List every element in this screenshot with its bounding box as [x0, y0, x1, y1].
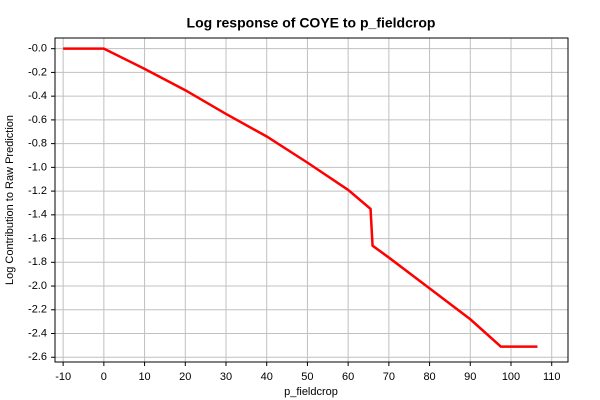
x-tick-label: 50 — [301, 371, 313, 383]
x-tick-label: 70 — [383, 371, 395, 383]
y-tick-label: -0.2 — [28, 66, 47, 78]
y-tick-label: -1.8 — [28, 256, 47, 268]
line — [63, 47, 538, 348]
x-tick-label: 80 — [423, 371, 435, 383]
x-tick-label: 0 — [101, 371, 107, 383]
y-tick-label: -1.0 — [28, 161, 47, 173]
x-tick-label: 60 — [342, 371, 354, 383]
x-tick-label: 90 — [464, 371, 476, 383]
x-tick-label: 30 — [220, 371, 232, 383]
x-tick-label: 10 — [138, 371, 150, 383]
y-tick-label: -0.4 — [28, 90, 47, 102]
y-tick-label: -1.4 — [28, 209, 47, 221]
y-tick-label: -0.0 — [28, 43, 47, 55]
y-tick-label: -2.6 — [28, 351, 47, 363]
y-tick-label: -2.4 — [28, 327, 47, 339]
y-tick-label: -0.8 — [28, 138, 47, 150]
y-tick-label: -1.2 — [28, 185, 47, 197]
y-tick-label: -1.6 — [28, 232, 47, 244]
y-tick-label: -2.0 — [28, 280, 47, 292]
x-tick-label: 40 — [261, 371, 273, 383]
x-tick-label: 20 — [179, 371, 191, 383]
x-tick-label: 110 — [543, 371, 561, 383]
x-tick-label: -10 — [55, 371, 71, 383]
chart-title: Log response of COYE to p_fieldcrop — [187, 15, 436, 31]
y-tick-label: -0.6 — [28, 114, 47, 126]
x-axis-label: p_fieldcrop — [284, 386, 338, 398]
y-tick-label: -2.2 — [28, 304, 47, 316]
x-tick-label: 100 — [502, 371, 520, 383]
y-axis-label: Log Contribution to Raw Prediction — [4, 115, 16, 285]
plot-frame — [54, 37, 569, 363]
